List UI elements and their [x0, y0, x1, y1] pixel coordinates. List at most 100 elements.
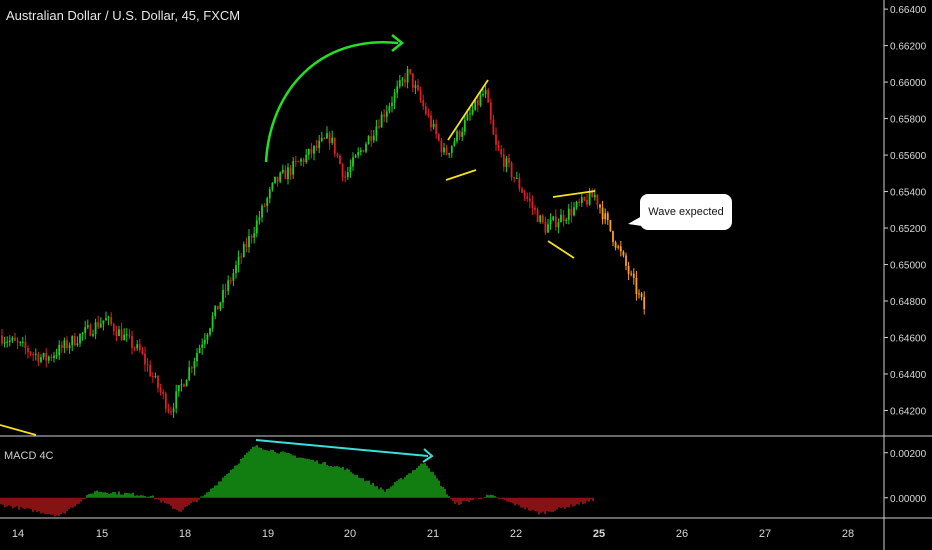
- candle-body: [565, 219, 568, 222]
- candle-body: [341, 163, 344, 177]
- candle-body: [393, 92, 396, 103]
- candle-body: [518, 177, 521, 189]
- candle-body: [162, 391, 165, 394]
- candle-body: [258, 217, 261, 221]
- candle-body: [333, 137, 336, 154]
- trendline: [0, 424, 37, 436]
- candle-body: [305, 154, 308, 163]
- candle-body: [138, 344, 141, 351]
- candle-body: [344, 176, 347, 178]
- candle-body: [203, 339, 206, 345]
- candle-body: [79, 334, 81, 344]
- candle-body: [224, 289, 227, 291]
- candle-body: [42, 353, 45, 358]
- candle-body: [167, 408, 170, 412]
- y-tick-label: 0.64200: [890, 406, 927, 417]
- candle-body: [255, 220, 258, 234]
- candle-body: [549, 219, 552, 225]
- candle-body: [53, 355, 55, 359]
- candle-body: [601, 207, 604, 220]
- candle-body: [89, 325, 92, 336]
- y-tick-label: 0.65400: [890, 188, 927, 199]
- candle-body: [14, 337, 16, 341]
- candle-body: [16, 340, 19, 343]
- candle-body: [107, 317, 110, 319]
- candle-body: [320, 138, 323, 141]
- candle-body: [284, 169, 287, 180]
- candle-body: [453, 141, 456, 146]
- candle-body: [411, 73, 414, 88]
- candle-body: [586, 199, 588, 205]
- candle-body: [297, 161, 300, 163]
- candle-body: [115, 331, 118, 337]
- candle-body: [414, 85, 417, 88]
- candle-body: [609, 219, 612, 232]
- candle-body: [614, 242, 617, 248]
- candle-body: [474, 100, 477, 110]
- candle-body: [391, 102, 393, 107]
- macd-y-tick-label: 0.00200: [890, 449, 927, 460]
- y-tick-label: 0.64600: [890, 333, 927, 344]
- x-tick-label: 20: [344, 528, 356, 540]
- candle-body: [84, 327, 87, 333]
- candle-body: [448, 153, 451, 155]
- candle-body: [250, 236, 253, 238]
- candle-body: [580, 197, 583, 203]
- candle-body: [128, 334, 131, 336]
- candle-body: [430, 115, 432, 128]
- candle-body: [3, 342, 6, 344]
- candle-body: [294, 161, 297, 163]
- candle-body: [458, 131, 461, 137]
- candle-body: [94, 322, 97, 335]
- candle-body: [177, 385, 180, 392]
- trendline: [445, 169, 477, 181]
- candle-body: [578, 201, 581, 203]
- candle-body: [359, 150, 362, 153]
- candle-body: [456, 131, 458, 142]
- candle-body: [19, 342, 22, 344]
- candle-body: [123, 334, 126, 341]
- x-tick-label: 19: [262, 528, 274, 540]
- wave-expected-callout: Wave expected: [628, 194, 732, 230]
- candle-body: [6, 341, 9, 343]
- candle-body: [118, 329, 120, 337]
- candle-body: [131, 335, 133, 349]
- candle-body: [313, 145, 315, 154]
- candle-body: [479, 95, 482, 106]
- candle-body: [357, 152, 360, 156]
- candle-body: [349, 166, 352, 173]
- candle-body: [66, 340, 68, 349]
- candle-body: [50, 356, 53, 359]
- y-tick-label: 0.64800: [890, 297, 927, 308]
- candle-body: [29, 352, 32, 355]
- candle-body: [34, 353, 37, 355]
- candle-body: [40, 357, 42, 362]
- candle-body: [149, 365, 152, 377]
- candle-body: [404, 79, 406, 83]
- y-tick-label: 0.64400: [890, 370, 927, 381]
- candle-body: [125, 334, 128, 336]
- candle-body: [86, 325, 89, 328]
- candle-body: [435, 123, 438, 135]
- candle-body: [157, 375, 159, 388]
- candle-body: [261, 205, 263, 218]
- candle-body: [492, 119, 495, 135]
- candle-body: [508, 158, 510, 163]
- candle-body: [196, 353, 198, 362]
- candle-body: [318, 140, 321, 148]
- candle-body: [292, 161, 295, 175]
- candle-body: [627, 265, 630, 274]
- green-arrow-curve: [264, 40, 399, 163]
- candle-body: [263, 205, 266, 207]
- candle-body: [417, 85, 419, 91]
- candle-body: [378, 126, 380, 128]
- candle-body: [271, 182, 274, 190]
- candle-body: [81, 332, 84, 335]
- x-tick-label: 14: [12, 528, 24, 540]
- candle-body: [489, 102, 492, 120]
- y-tick-label: 0.66400: [890, 5, 927, 16]
- y-tick-label: 0.65200: [890, 224, 927, 235]
- candle-body: [99, 323, 102, 328]
- candle-body: [242, 244, 245, 258]
